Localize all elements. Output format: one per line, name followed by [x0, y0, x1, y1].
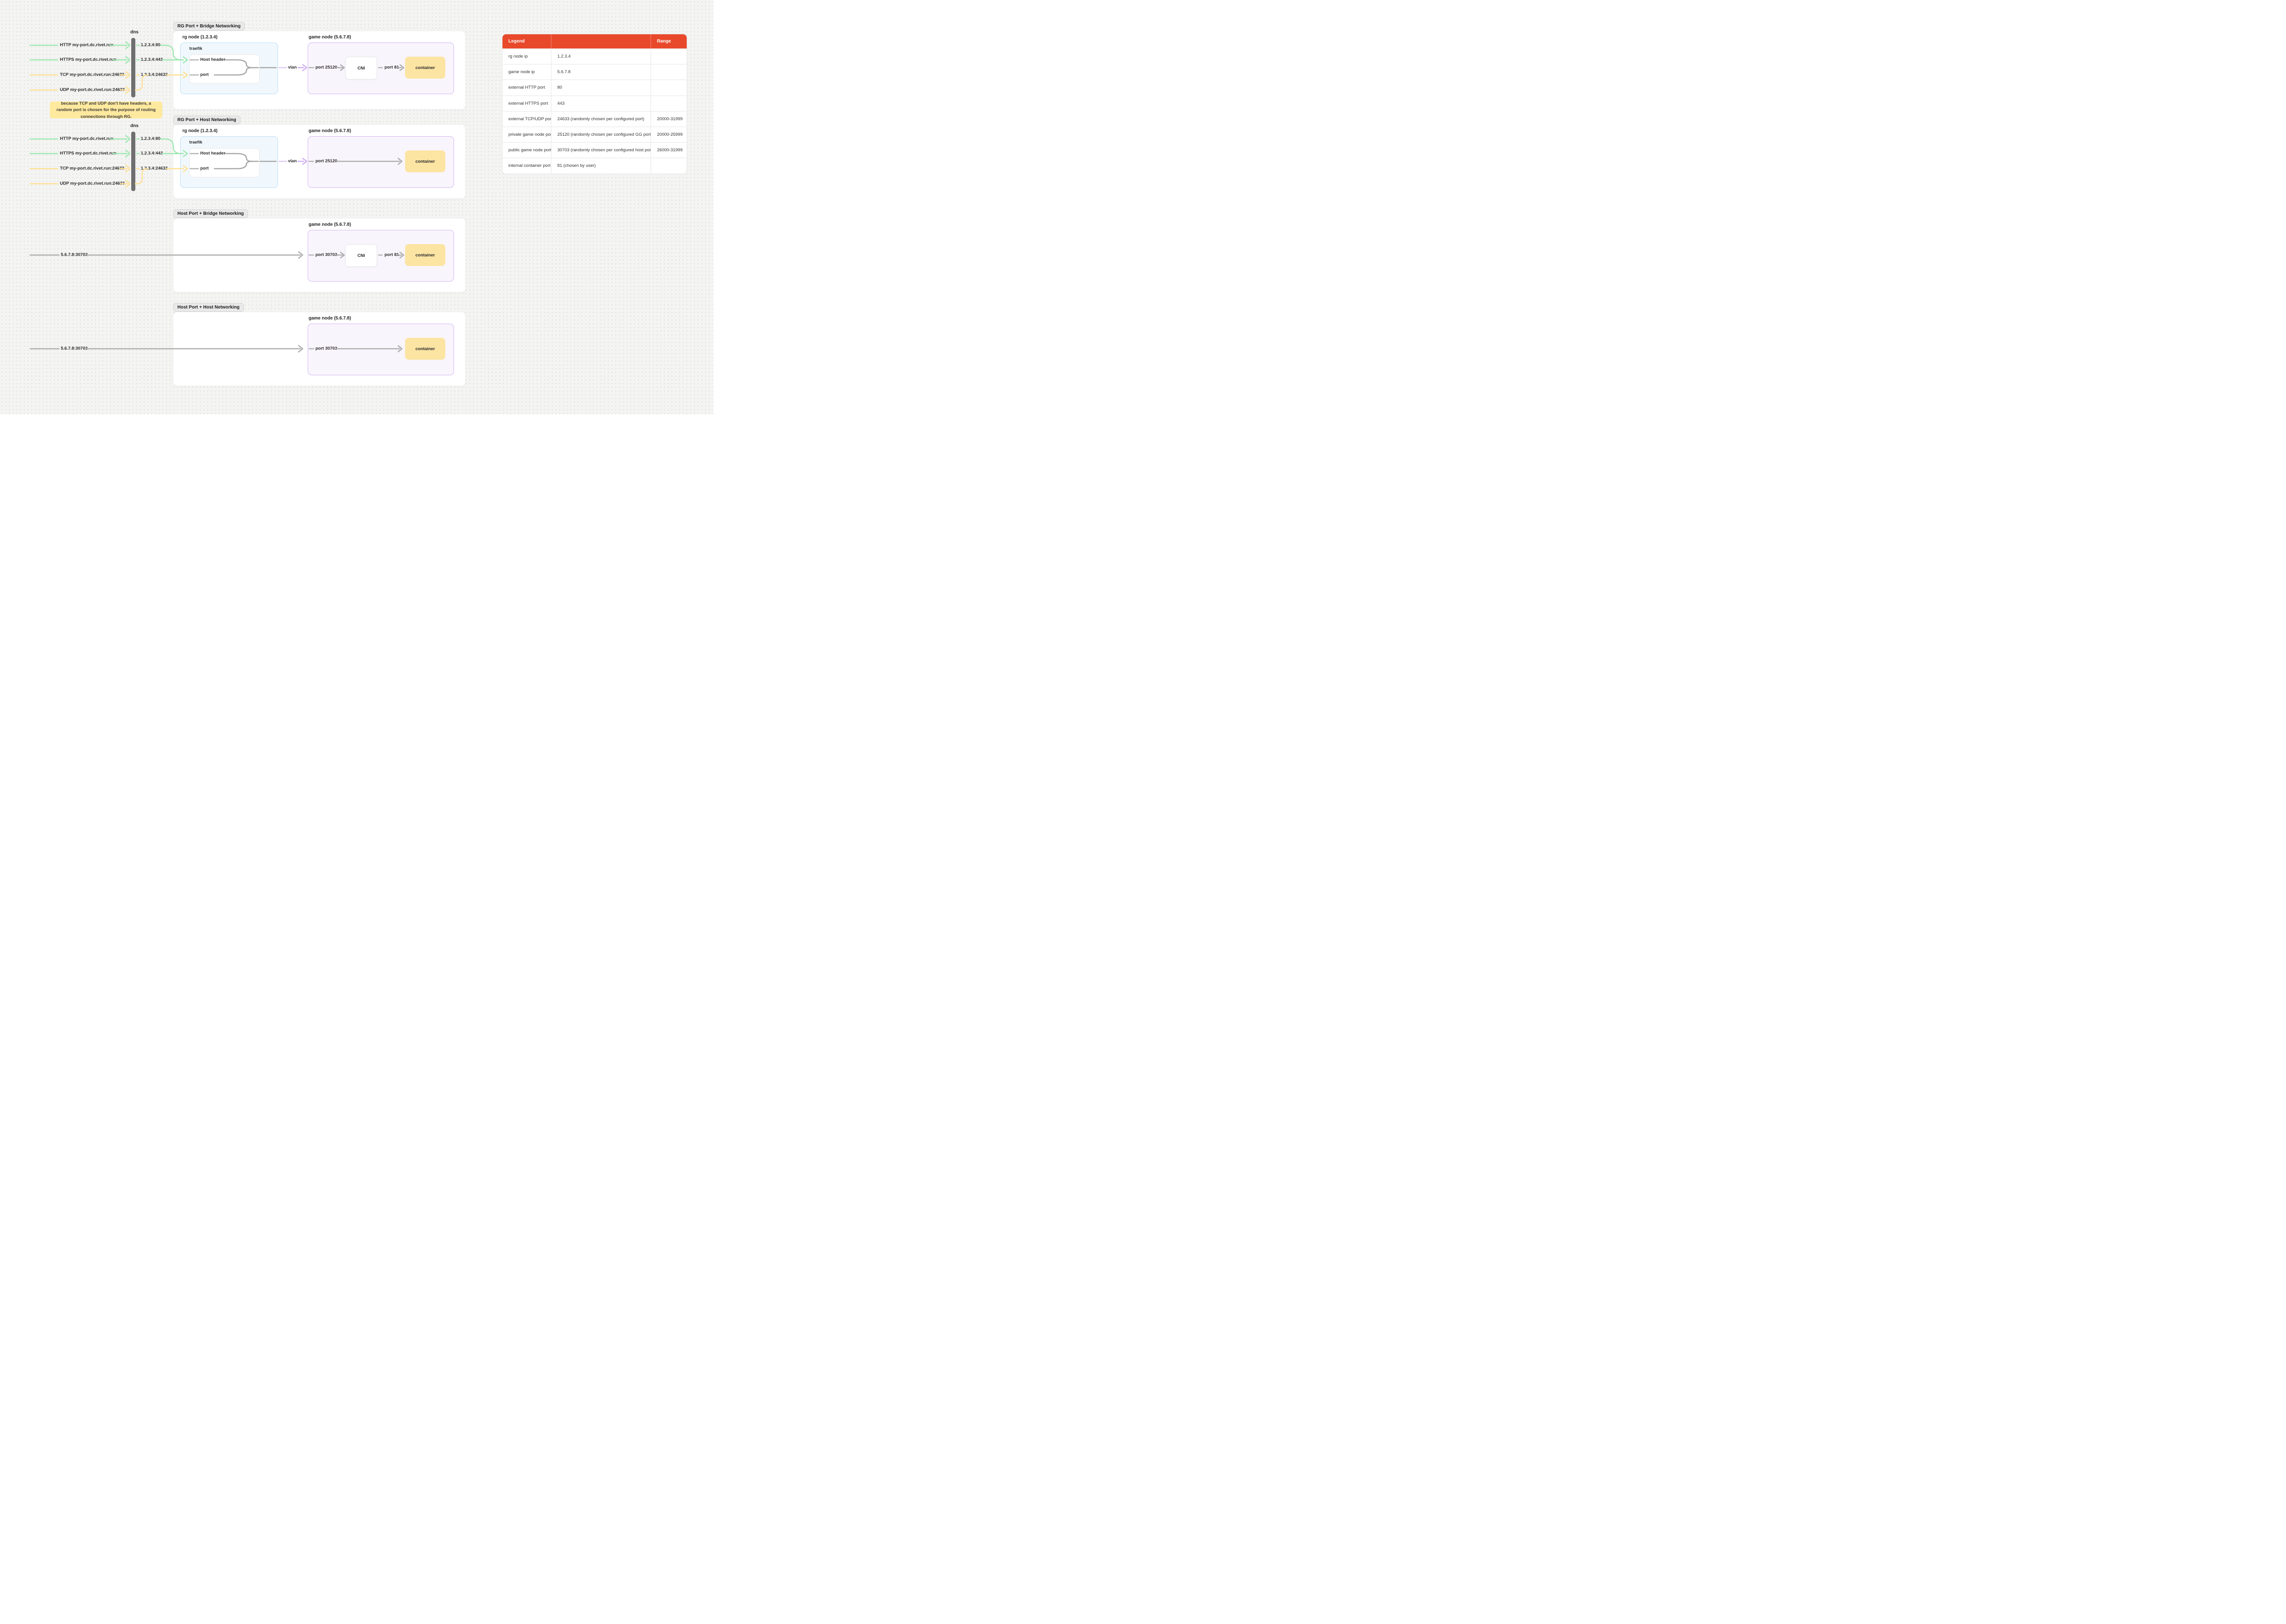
entry-port-label: port 30703	[315, 252, 337, 257]
table-row: external TCP/UDP port 24633 (randomly ch…	[502, 111, 687, 127]
container-label: container	[415, 65, 435, 70]
table-cell: external HTTPS port	[502, 96, 551, 111]
cni-label: CNI	[357, 65, 365, 71]
dns-row-https: HTTPS my-port.dc.rivet.run	[60, 151, 117, 156]
section-badge-host-bridge: Host Port + Bridge Networking	[173, 209, 248, 218]
container-box: container	[405, 338, 445, 360]
dns-row-udp: UDP my-port.dc.rivet.run:24633	[60, 181, 125, 186]
legend-header-row: Legend Range	[502, 34, 687, 48]
table-cell	[651, 49, 687, 64]
dns-row-tcp: TCP my-port.dc.rivet.run:24633	[60, 72, 124, 77]
dns-resolved-https: 1.2.3.4:443	[141, 57, 163, 62]
dns-bar	[131, 38, 135, 97]
container-box: container	[405, 57, 445, 79]
dns-row-http: HTTP my-port.dc.rivet.run	[60, 43, 114, 48]
table-row: game node ip 5.6.7.8	[502, 64, 687, 80]
table-cell: 24633 (randomly chosen per configured po…	[551, 111, 651, 127]
container-box: container	[405, 244, 445, 266]
table-row: external HTTPS port 443	[502, 95, 687, 111]
cni-label: CNI	[357, 253, 365, 258]
host-header-label: Host header	[200, 57, 225, 62]
traefik-label: traefik	[189, 140, 203, 145]
table-row: internal container port 81 (chosen by us…	[502, 158, 687, 174]
game-node-label: game node (5.6.7.8)	[309, 316, 351, 321]
table-cell	[651, 96, 687, 111]
table-row: public game node port 30703 (randomly ch…	[502, 142, 687, 158]
traefik-label: traefik	[189, 46, 203, 51]
table-cell: game node ip	[502, 64, 551, 80]
vlan-label: vlan	[288, 158, 297, 164]
table-cell: 81 (chosen by user)	[551, 158, 651, 174]
dns-row-udp: UDP my-port.dc.rivet.run:24633	[60, 87, 125, 92]
port-rule-label: port	[200, 72, 209, 77]
game-node-label: game node (5.6.7.8)	[309, 222, 351, 227]
section-badge-rg-bridge: RG Port + Bridge Networking	[173, 22, 245, 31]
dns-bar	[131, 132, 135, 191]
table-cell: 26000-31999	[657, 148, 683, 153]
table-cell	[651, 158, 687, 173]
table-cell: external HTTP port	[502, 80, 551, 96]
dns-resolved-tcp: 1.2.3.4:24633	[141, 166, 168, 171]
game-node-label: game node (5.6.7.8)	[309, 128, 351, 133]
container-label: container	[415, 252, 435, 258]
dns-row-tcp: TCP my-port.dc.rivet.run:24633	[60, 166, 124, 171]
table-cell: 30703 (randomly chosen per configured ho…	[551, 143, 651, 158]
internal-port-label: port 81	[385, 64, 399, 70]
table-cell: public game node port	[502, 143, 551, 158]
rg-node-label: rg node (1.2.3.4)	[182, 128, 218, 133]
dns-group-1-connectors	[29, 41, 188, 94]
dns-label: dns	[130, 123, 139, 128]
container-label: container	[415, 159, 435, 164]
port-rule-label: port	[200, 166, 209, 171]
legend-header-cell: Range	[657, 39, 671, 44]
table-cell: private game node port	[502, 127, 551, 143]
table-row: rg node ip 1.2.3.4	[502, 48, 687, 64]
internal-port-label: port 81	[385, 252, 399, 257]
dns-row-http: HTTP my-port.dc.rivet.run	[60, 136, 114, 141]
tcp-udp-note: because TCP and UDP don’t have headers, …	[50, 101, 162, 119]
diagram-canvas: RG Port + Bridge Networking rg node (1.2…	[0, 0, 713, 414]
container-box: container	[405, 150, 445, 172]
table-cell: 80	[551, 80, 651, 96]
table-row: private game node port 25120 (randomly c…	[502, 126, 687, 143]
legend-header-cell: Legend	[502, 34, 551, 48]
dns-resolved-http: 1.2.3.4:80	[141, 136, 160, 141]
table-cell: internal container port	[502, 158, 551, 174]
table-cell: 20000-31999	[657, 116, 683, 122]
table-cell: 25120 (randomly chosen per configured GG…	[551, 127, 651, 143]
table-cell: 1.2.3.4	[551, 49, 651, 64]
host-header-label: Host header	[200, 151, 225, 156]
table-row: external HTTP port 80	[502, 80, 687, 96]
legend-header-cell	[551, 34, 651, 48]
table-cell: rg node ip	[502, 49, 551, 64]
entry-port-label: port 25120	[315, 64, 337, 70]
dns-resolved-http: 1.2.3.4:80	[141, 43, 160, 48]
section-badge-host-host: Host Port + Host Networking	[173, 303, 244, 312]
dns-resolved-tcp: 1.2.3.4:24633	[141, 72, 168, 77]
section-badge-rg-host: RG Port + Host Networking	[173, 116, 240, 124]
table-cell: 20000-25999	[657, 132, 683, 138]
external-address-label: 5.6.7.8:30703	[61, 252, 88, 257]
game-node-label: game node (5.6.7.8)	[309, 35, 351, 40]
table-cell	[651, 80, 687, 95]
entry-port-label: port 25120	[315, 158, 337, 164]
cni-box: CNI	[345, 57, 377, 80]
dns-label: dns	[130, 30, 139, 35]
dns-row-https: HTTPS my-port.dc.rivet.run	[60, 57, 117, 62]
external-address-label: 5.6.7.8:30703	[61, 346, 88, 351]
cni-box: CNI	[345, 244, 377, 267]
table-cell	[651, 64, 687, 80]
entry-port-label: port 30703	[315, 346, 337, 351]
dns-resolved-https: 1.2.3.4:443	[141, 151, 163, 156]
legend-table: Legend Range rg node ip 1.2.3.4 game nod…	[502, 34, 687, 174]
container-label: container	[415, 346, 435, 351]
table-cell: external TCP/UDP port	[502, 111, 551, 127]
rg-node-label: rg node (1.2.3.4)	[182, 35, 218, 40]
table-cell: 5.6.7.8	[551, 64, 651, 80]
vlan-label: vlan	[288, 64, 297, 70]
table-cell: 443	[551, 96, 651, 111]
